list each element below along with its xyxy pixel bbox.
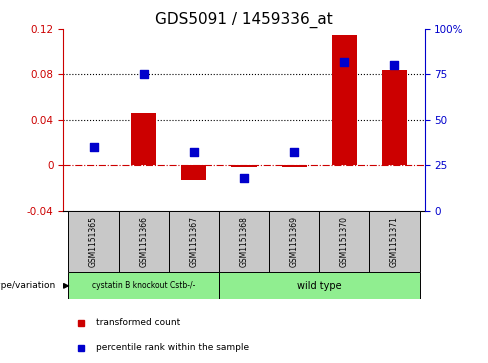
Bar xyxy=(131,113,156,165)
Bar xyxy=(219,272,420,299)
Point xyxy=(341,59,348,65)
Point xyxy=(390,62,398,68)
Bar xyxy=(169,211,219,272)
Bar xyxy=(282,165,306,167)
Bar xyxy=(369,211,420,272)
Bar xyxy=(219,211,269,272)
Bar xyxy=(68,211,119,272)
Bar xyxy=(68,272,219,299)
Point xyxy=(90,144,98,150)
Bar xyxy=(269,211,319,272)
Title: GDS5091 / 1459336_at: GDS5091 / 1459336_at xyxy=(155,12,333,28)
Text: GSM1151368: GSM1151368 xyxy=(240,216,248,267)
Point xyxy=(240,175,248,181)
Text: GSM1151371: GSM1151371 xyxy=(390,216,399,267)
Text: GSM1151369: GSM1151369 xyxy=(290,216,299,267)
Bar xyxy=(182,165,206,180)
Text: wild type: wild type xyxy=(297,281,342,291)
Text: GSM1151367: GSM1151367 xyxy=(189,216,198,267)
Bar xyxy=(81,164,106,165)
Point xyxy=(140,72,147,77)
Bar xyxy=(119,211,169,272)
Text: GSM1151366: GSM1151366 xyxy=(139,216,148,267)
Text: GSM1151365: GSM1151365 xyxy=(89,216,98,267)
Point xyxy=(290,150,298,155)
Text: cystatin B knockout Cstb-/-: cystatin B knockout Cstb-/- xyxy=(92,281,195,290)
Bar xyxy=(332,35,357,165)
Text: GSM1151370: GSM1151370 xyxy=(340,216,349,267)
Bar xyxy=(382,70,407,165)
Bar xyxy=(319,211,369,272)
Point xyxy=(190,150,198,155)
Bar xyxy=(231,165,257,167)
Text: percentile rank within the sample: percentile rank within the sample xyxy=(96,343,249,352)
Text: genotype/variation: genotype/variation xyxy=(0,281,56,290)
Text: transformed count: transformed count xyxy=(96,318,180,327)
